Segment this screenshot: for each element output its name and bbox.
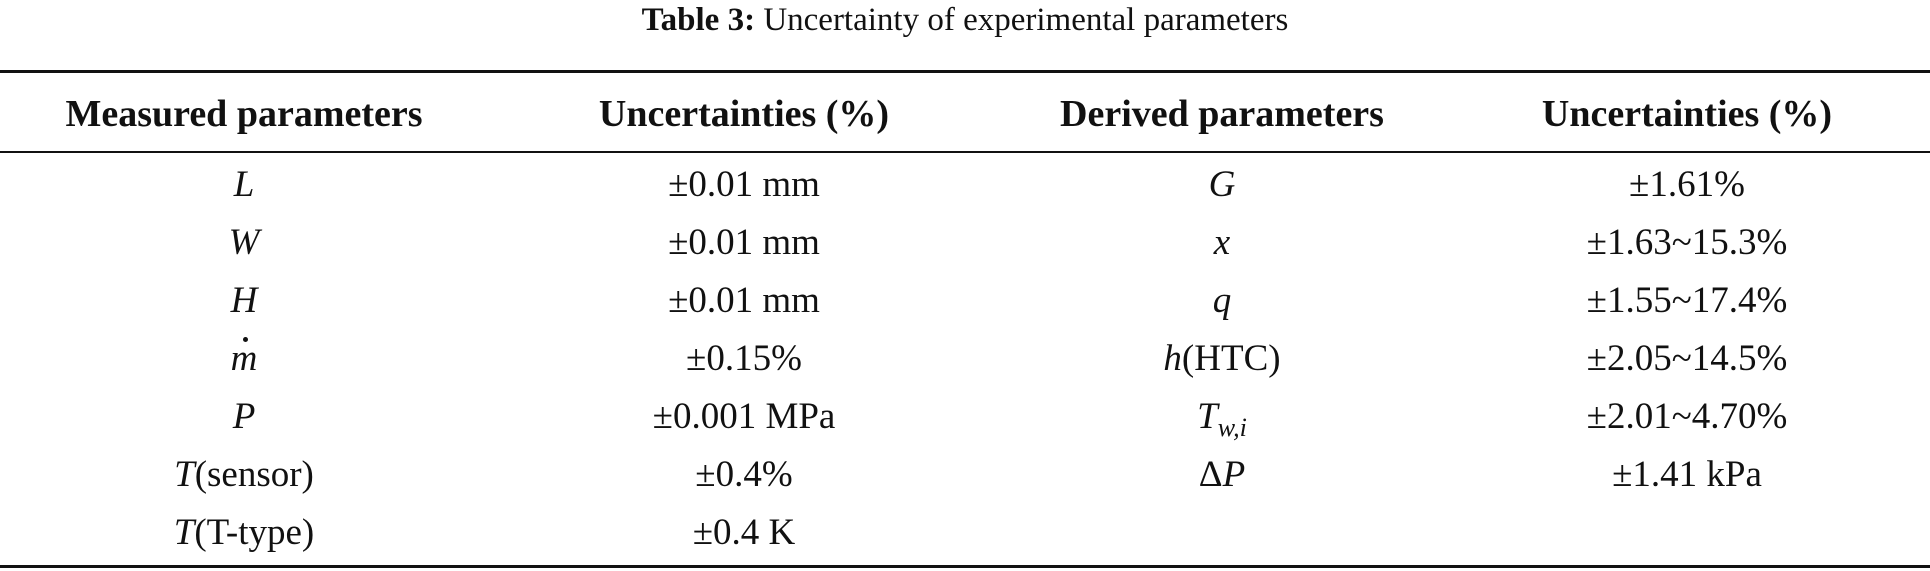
table-row: L ±0.01 mm G ±1.61% (0, 157, 1930, 213)
table-bottom-rule (0, 565, 1930, 568)
parameter-qualifier: (HTC) (1181, 338, 1281, 379)
parameter-qualifier: (T-type) (194, 512, 315, 553)
header-derived-uncertainties: Uncertainties (%) (1541, 93, 1833, 135)
parameter-symbol: q (1212, 280, 1232, 321)
derived-parameter-cell: x (1000, 215, 1444, 271)
measured-uncertainty-cell: ±0.4 K (692, 512, 796, 553)
measured-parameter-cell: H (0, 273, 488, 329)
parameter-symbol: P (232, 396, 256, 437)
derived-uncertainty-cell: ±2.01~4.70% (1586, 396, 1788, 437)
measured-parameter-cell: W (0, 215, 488, 271)
measured-parameter-cell: m (0, 331, 488, 387)
parameter-symbol: T (173, 512, 195, 553)
parameter-symbol: m (231, 331, 257, 387)
derived-uncertainty-cell (1444, 505, 1930, 561)
table-row: H ±0.01 mm q ±1.55~17.4% (0, 273, 1930, 329)
measured-parameter-cell: P (0, 389, 488, 445)
table-header-row: Measured parameters Uncertainties (%) De… (0, 83, 1930, 145)
header-measured-uncertainties: Uncertainties (%) (598, 93, 890, 135)
measured-parameter-cell: L (0, 157, 488, 213)
table-row: T(sensor) ±0.4% ΔP ±1.41 kPa (0, 447, 1930, 503)
table-row: W ±0.01 mm x ±1.63~15.3% (0, 215, 1930, 271)
derived-parameter-cell: G (1000, 157, 1444, 213)
header-measured-parameters: Measured parameters (65, 93, 423, 135)
table-caption: Table 3: Uncertainty of experimental par… (0, 0, 1930, 44)
derived-parameter-cell (1000, 505, 1444, 561)
table-row: T(T-type) ±0.4 K (0, 505, 1930, 561)
table-top-rule (0, 70, 1930, 73)
derived-uncertainty-cell: ±1.61% (1629, 164, 1745, 205)
derived-uncertainty-cell: ±2.05~14.5% (1586, 338, 1788, 379)
header-derived-parameters: Derived parameters (1060, 93, 1384, 135)
symbol-prefix: Δ (1198, 454, 1223, 495)
table-row: P ±0.001 MPa Tw,i ±2.01~4.70% (0, 389, 1930, 445)
parameter-symbol: x (1213, 222, 1231, 263)
measured-parameter-cell: T(T-type) (0, 505, 488, 561)
parameter-symbol: T (1197, 396, 1218, 437)
parameter-symbol: L (233, 164, 255, 205)
measured-uncertainty-cell: ±0.001 MPa (652, 396, 836, 437)
table-row: m ±0.15% h(HTC) ±2.05~14.5% (0, 331, 1930, 387)
parameter-qualifier: (sensor) (194, 454, 314, 495)
measured-uncertainty-cell: ±0.01 mm (668, 280, 820, 321)
parameter-symbol: T (174, 454, 195, 495)
measured-uncertainty-cell: ±0.01 mm (668, 164, 820, 205)
parameter-subscript: w,i (1217, 413, 1247, 442)
derived-uncertainty-cell: ±1.41 kPa (1612, 454, 1762, 495)
parameter-symbol: G (1208, 164, 1236, 205)
derived-parameter-cell: ΔP (1000, 447, 1444, 503)
derived-parameter-cell: q (1000, 273, 1444, 329)
parameter-symbol: W (228, 222, 260, 263)
measured-uncertainty-cell: ±0.01 mm (668, 222, 820, 263)
table-caption-label: Table 3: (641, 2, 756, 38)
parameter-symbol: P (1222, 454, 1246, 495)
parameter-symbol: H (230, 280, 258, 321)
derived-parameter-cell: Tw,i (1000, 389, 1444, 445)
derived-uncertainty-cell: ±1.55~17.4% (1586, 280, 1788, 321)
table-header-rule (0, 151, 1930, 153)
measured-parameter-cell: T(sensor) (0, 447, 488, 503)
parameter-symbol: h (1163, 338, 1182, 379)
table-caption-text: Uncertainty of experimental parameters (763, 2, 1289, 38)
derived-uncertainty-cell: ±1.63~15.3% (1586, 222, 1788, 263)
derived-parameter-cell: h(HTC) (1000, 331, 1444, 387)
measured-uncertainty-cell: ±0.15% (686, 338, 802, 379)
measured-uncertainty-cell: ±0.4% (695, 454, 793, 495)
